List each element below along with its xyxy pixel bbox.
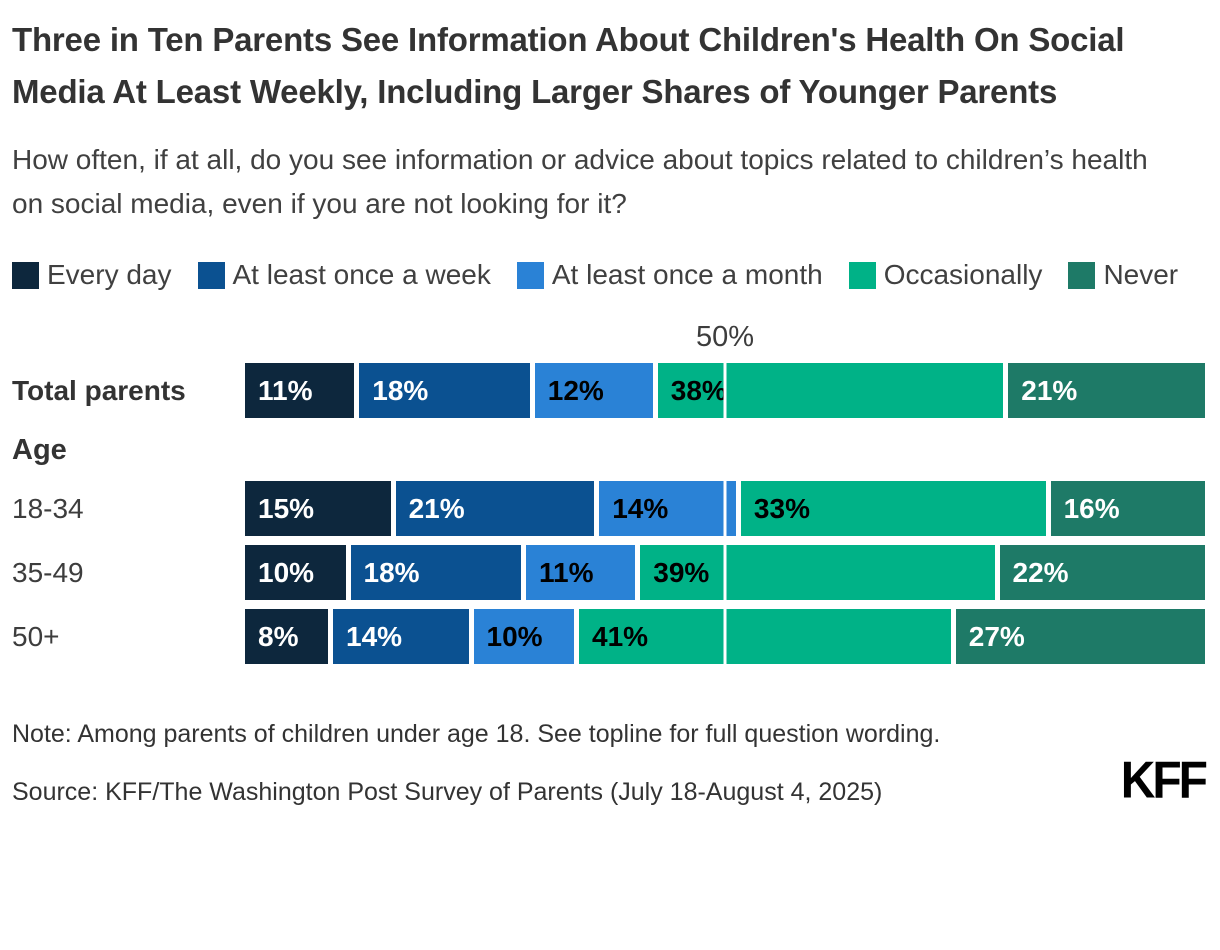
legend-label: Every day: [47, 259, 172, 291]
bar-group: 15% 21% 14% 33% 16%: [245, 481, 1206, 537]
bar-segment: 14%: [599, 481, 736, 537]
note-text: Note: Among parents of children under ag…: [12, 720, 941, 749]
chart-row: 35-49 10% 18% 11% 39% 22%: [12, 545, 1205, 601]
legend-swatch: [197, 261, 225, 289]
gridline-50pct: [723, 545, 727, 601]
axis-tick-spacer: [12, 321, 245, 357]
bar-segment: 39%: [640, 545, 995, 601]
bar-segment: 38%: [657, 363, 1004, 419]
bar-segment: 10%: [473, 609, 574, 665]
chart-subtitle: How often, if at all, do you see informa…: [12, 144, 1148, 219]
legend-item: At least once a month: [516, 259, 823, 291]
bar-segment: 21%: [1008, 363, 1205, 419]
legend-swatch: [12, 261, 39, 289]
bar-segment: 8%: [245, 609, 328, 665]
bar-segment: 12%: [534, 363, 653, 419]
legend-label: At least once a month: [551, 259, 823, 291]
chart-rows: Total parents 11% 18% 12% 38% 21% Age 18-34 15% 2…: [12, 363, 1206, 665]
legend-label: Occasionally: [883, 259, 1043, 291]
bar-segment: 22%: [999, 545, 1205, 601]
footer: Source: KFF/The Washington Post Survey o…: [12, 755, 1208, 807]
group-header: Age: [12, 434, 67, 467]
chart-row: Total parents 11% 18% 12% 38% 21%: [12, 363, 1205, 419]
gridline-50pct: [723, 363, 727, 419]
gridline-50pct: [723, 609, 727, 665]
chart-card: Three in Ten Parents See Information Abo…: [12, 21, 1208, 807]
bar-segment: 15%: [245, 481, 391, 537]
bar-group: 11% 18% 12% 38% 21%: [245, 363, 1205, 419]
bar-segment: 21%: [395, 481, 595, 537]
legend-label: Never: [1103, 259, 1179, 291]
bar-segment: 10%: [245, 545, 346, 601]
axis-tick-area: 50%: [245, 321, 1205, 357]
stacked-bar-chart: 50% Total parents 11% 18% 12% 38% 21% Age 18-34…: [12, 321, 1206, 665]
axis-tick-label: 50%: [695, 321, 755, 354]
legend-label: At least once a week: [232, 259, 491, 291]
legend-swatch: [516, 261, 544, 289]
bar-group: 10% 18% 11% 39% 22%: [245, 545, 1205, 601]
legend-item: Every day: [12, 259, 172, 291]
bar-segment: 33%: [740, 481, 1046, 537]
row-label: 35-49: [12, 556, 84, 588]
chart-row: 18-34 15% 21% 14% 33% 16%: [12, 481, 1206, 537]
bar-segment: 16%: [1050, 481, 1206, 537]
legend-item: Never: [1068, 259, 1178, 291]
chart-title: Three in Ten Parents See Information Abo…: [12, 21, 1125, 111]
chart-row: 50+ 8% 14% 10% 41% 27%: [12, 609, 1205, 665]
bar-segment: 27%: [955, 609, 1205, 665]
bar-segment: 11%: [526, 545, 636, 601]
legend-swatch: [848, 261, 876, 289]
bar-segment: 41%: [579, 609, 951, 665]
bar-segment: 11%: [245, 363, 355, 419]
bar-segment: 18%: [350, 545, 521, 601]
kff-logo: KFF: [1120, 751, 1208, 810]
row-label: 18-34: [12, 492, 84, 524]
axis-tick-row: 50%: [12, 321, 1205, 357]
legend-swatch: [1068, 261, 1096, 289]
row-label: Total parents: [12, 374, 186, 406]
gridline-50pct: [723, 481, 727, 537]
bar-segment: 18%: [359, 363, 530, 419]
bar-group: 8% 14% 10% 41% 27%: [245, 609, 1205, 665]
legend-item: Occasionally: [848, 259, 1043, 291]
legend: Every day At least once a week At least on…: [12, 259, 1197, 291]
row-label: 50+: [12, 620, 60, 652]
bar-segment: 14%: [333, 609, 469, 665]
source-text: Source: KFF/The Washington Post Survey o…: [12, 778, 883, 807]
legend-item: At least once a week: [197, 259, 491, 291]
